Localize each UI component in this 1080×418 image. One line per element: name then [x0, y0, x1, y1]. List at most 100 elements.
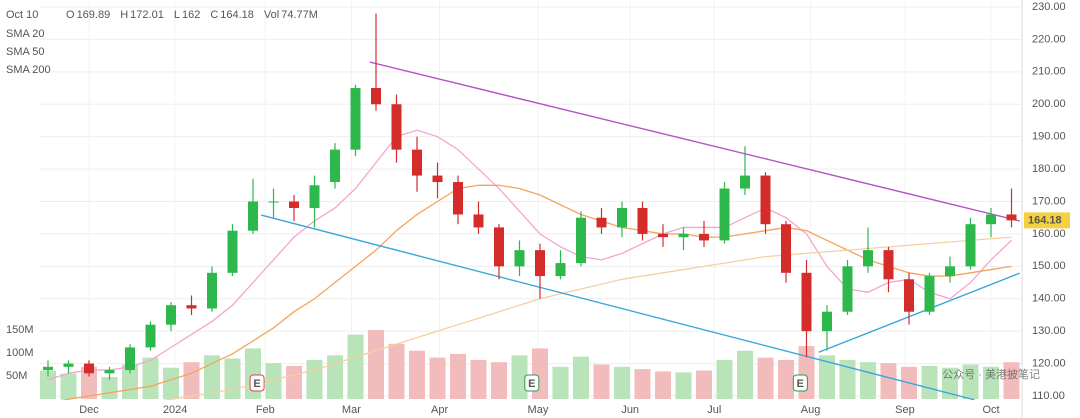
candle-body [412, 149, 422, 176]
candle-body [207, 272, 217, 309]
y-tick-label: 160.00 [1032, 228, 1066, 240]
volume-bar [1003, 362, 1020, 399]
header-label: C [210, 9, 218, 21]
y-tick-label: 210.00 [1032, 66, 1066, 78]
volume-bar [655, 371, 671, 399]
event-marker [524, 374, 540, 392]
x-tick-label: Aug [801, 404, 821, 416]
grid [40, 0, 1023, 418]
price-tag-label: 164.18 [1028, 214, 1062, 226]
watermark: 公众号 · 美港披笔记 [942, 367, 1040, 381]
volume-tick-label: 100M [6, 347, 34, 359]
legend-label: SMA 50 [6, 46, 45, 58]
y-tick-label: 200.00 [1032, 98, 1066, 110]
volume-bar [265, 363, 282, 399]
candle-body [104, 370, 115, 374]
candle-body [63, 363, 74, 367]
sma-line [162, 236, 1012, 400]
x-tick-label: Apr [431, 404, 448, 416]
candle-body [822, 311, 832, 332]
volume-bar [347, 334, 364, 399]
volume-bar [101, 376, 118, 399]
trendline [369, 61, 1020, 222]
candle-body [535, 250, 545, 277]
y-tick-label: 220.00 [1032, 33, 1066, 45]
volume-bar [183, 362, 200, 399]
candle-body [494, 227, 504, 267]
volume-bar [778, 359, 794, 399]
y-tick-label: 110.00 [1032, 390, 1065, 402]
candle-body [514, 250, 525, 267]
candle-body [883, 250, 894, 280]
candle-body [965, 224, 976, 267]
label-layer: 110.00 120.00 130.00 140.00 150.00 160.00 170.… [6, 1, 1070, 416]
header-value: 162 [182, 9, 200, 21]
candle-body [842, 266, 853, 312]
volume-bar [470, 359, 487, 399]
header-label: O [66, 9, 75, 21]
volume-bar [327, 355, 343, 399]
volume-bar [614, 366, 630, 399]
volume-bar [593, 364, 610, 399]
volume-bar [388, 343, 405, 399]
candle-body [617, 207, 627, 228]
volume-bar [921, 365, 938, 399]
volume-bar [368, 330, 384, 399]
header-label: L [174, 9, 180, 21]
event-label: E [797, 378, 804, 390]
candle-body [432, 175, 443, 183]
volume-bar [962, 364, 979, 399]
candle-body [699, 233, 709, 241]
x-tick-label: Oct [982, 404, 999, 416]
candle-body [863, 250, 873, 267]
volume-layer [40, 330, 1020, 399]
volume-bar [40, 370, 56, 399]
trendline [261, 214, 975, 400]
candle-body [125, 347, 135, 371]
volume-bar [942, 367, 958, 399]
candle-body [945, 266, 955, 277]
volume-tick-label: 50M [6, 370, 27, 382]
candle-body [637, 207, 648, 234]
candle-body [1006, 214, 1017, 221]
y-tick-label: 180.00 [1032, 163, 1066, 175]
volume-tick-label: 150M [6, 324, 34, 336]
volume-bar [163, 367, 179, 399]
event-label: E [253, 378, 260, 390]
header-label: H [120, 9, 128, 21]
volume-bar [860, 362, 876, 399]
y-tick-label: 150.00 [1032, 260, 1066, 272]
candle-body [801, 272, 812, 332]
candle-body [186, 305, 197, 309]
candle-body [350, 88, 361, 150]
x-tick-label: Dec [79, 404, 99, 416]
candle-body [576, 217, 586, 264]
volume-bar [142, 357, 159, 399]
event-marker [792, 374, 808, 392]
volume-bar [839, 359, 856, 399]
candle-body [781, 224, 791, 273]
candle-body [145, 324, 156, 348]
volume-bar [286, 365, 302, 399]
price-tag [1024, 212, 1070, 229]
legend-label: SMA 200 [6, 64, 51, 76]
header-value: 74.77M [281, 9, 318, 21]
y-tick-label: 130.00 [1032, 325, 1066, 337]
volume-bar [716, 359, 733, 399]
x-tick-label: Mar [342, 404, 361, 416]
volume-bar [880, 363, 897, 399]
volume-bar [511, 355, 528, 399]
volume-bar [204, 355, 220, 399]
volume-bar [491, 362, 507, 399]
volume-bar [573, 356, 589, 399]
y-tick-label: 190.00 [1032, 131, 1066, 143]
candle-body [596, 217, 607, 228]
candle-body [309, 185, 320, 208]
candle-body [391, 104, 402, 150]
volume-bar [409, 350, 425, 399]
candle-body [904, 279, 914, 312]
candle-body [84, 363, 94, 374]
header-value: 172.01 [130, 9, 164, 21]
candle-layer [43, 13, 1017, 380]
